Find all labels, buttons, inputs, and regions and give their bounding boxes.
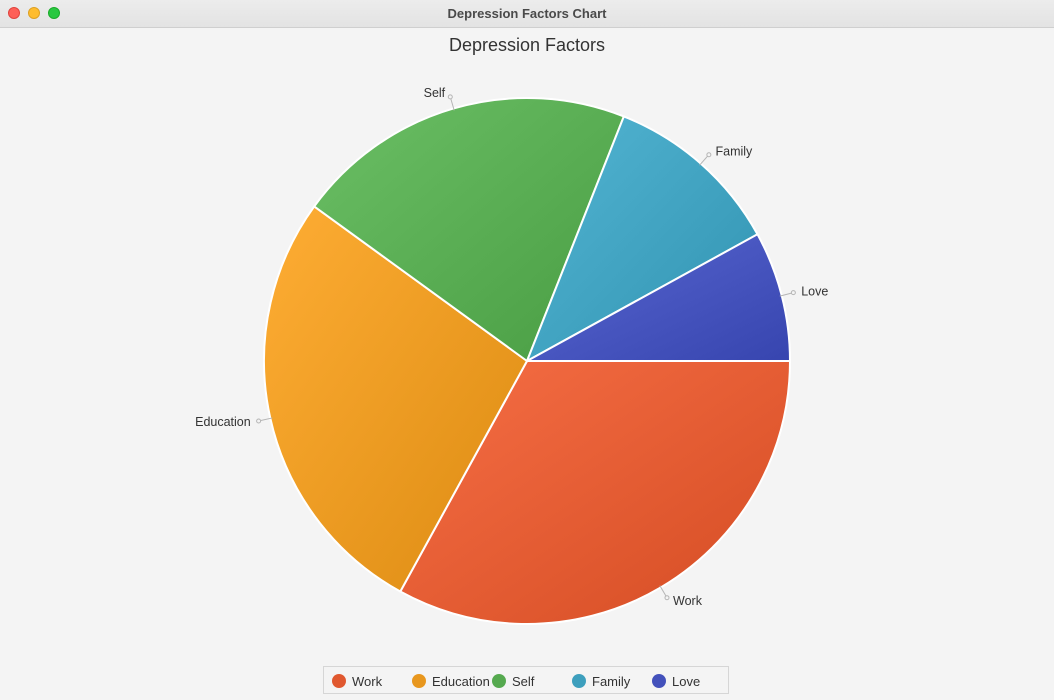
slice-label-family: Family (716, 145, 754, 159)
legend-label-education: Education (432, 673, 490, 689)
legend-swatch-self (492, 674, 506, 688)
legend-item-love: Love (652, 673, 700, 689)
leader-dot-self (447, 94, 453, 100)
leader-dot-work (664, 595, 670, 601)
slice-label-love: Love (801, 285, 828, 299)
leader-dot-family (706, 152, 712, 158)
leader-dot-love (790, 290, 796, 296)
legend-item-family: Family (572, 673, 630, 689)
leader-dot-education (256, 418, 262, 424)
legend-item-education: Education (412, 673, 490, 689)
legend-item-work: Work (332, 673, 382, 689)
slice-label-self: Self (424, 86, 446, 100)
maximize-window-button[interactable] (48, 7, 60, 19)
window-title: Depression Factors Chart (447, 6, 607, 21)
close-window-button[interactable] (8, 7, 20, 19)
legend-swatch-work (332, 674, 346, 688)
legend-swatch-love (652, 674, 666, 688)
slice-label-work: Work (673, 594, 703, 608)
chart-title: Depression Factors (448, 35, 606, 55)
legend-label-self: Self (512, 673, 535, 689)
window-titlebar: Depression Factors Chart (0, 0, 1054, 28)
legend-label-love: Love (672, 673, 701, 689)
legend-label-work: Work (352, 673, 383, 689)
legend-swatch-family (572, 674, 586, 688)
legend-swatch-education (412, 674, 426, 688)
slice-label-education: Education (195, 415, 251, 429)
legend-label-family: Family (592, 673, 631, 689)
minimize-window-button[interactable] (28, 7, 40, 19)
chart-legend: Work Education Self Family Love (323, 666, 729, 694)
legend-item-self: Self (492, 673, 534, 689)
